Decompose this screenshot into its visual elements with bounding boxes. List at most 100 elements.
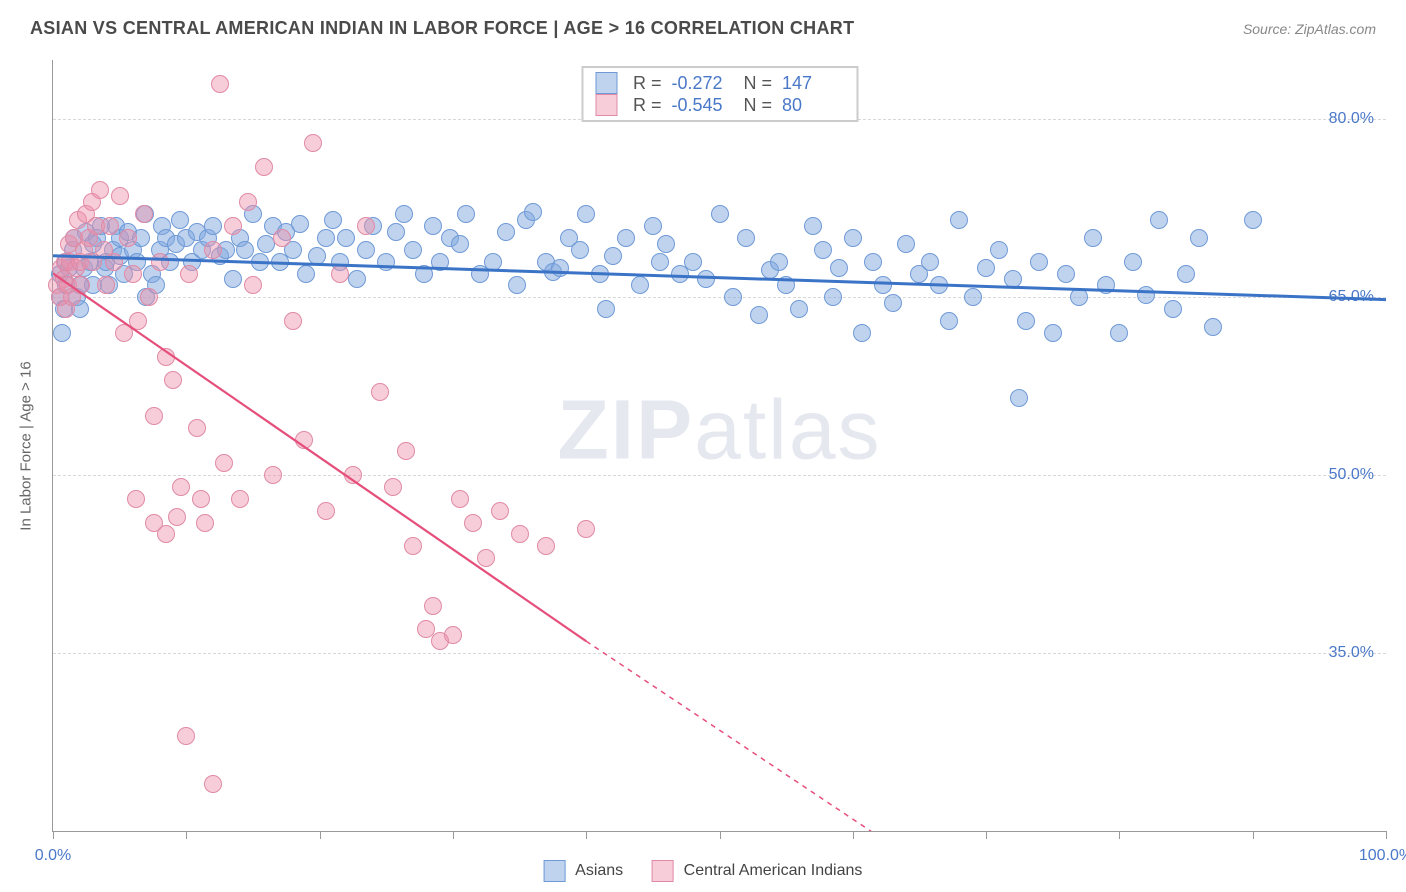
data-point-asians bbox=[297, 265, 315, 283]
data-point-central-american-indians bbox=[344, 466, 362, 484]
data-point-central-american-indians bbox=[404, 537, 422, 555]
data-point-central-american-indians bbox=[127, 490, 145, 508]
data-point-central-american-indians bbox=[151, 253, 169, 271]
data-point-central-american-indians bbox=[115, 324, 133, 342]
data-point-asians bbox=[524, 203, 542, 221]
x-tick bbox=[186, 831, 187, 839]
x-tick bbox=[53, 831, 54, 839]
data-point-central-american-indians bbox=[384, 478, 402, 496]
data-point-central-american-indians bbox=[196, 514, 214, 532]
data-point-central-american-indians bbox=[451, 490, 469, 508]
data-point-asians bbox=[251, 253, 269, 271]
data-point-central-american-indians bbox=[491, 502, 509, 520]
data-point-central-american-indians bbox=[304, 134, 322, 152]
data-point-asians bbox=[950, 211, 968, 229]
y-tick-label: 80.0% bbox=[1329, 110, 1374, 128]
data-point-central-american-indians bbox=[157, 348, 175, 366]
data-point-central-american-indians bbox=[464, 514, 482, 532]
data-point-central-american-indians bbox=[111, 187, 129, 205]
data-point-asians bbox=[1110, 324, 1128, 342]
data-point-asians bbox=[1017, 312, 1035, 330]
r-label-1: R = bbox=[633, 73, 662, 94]
data-point-asians bbox=[940, 312, 958, 330]
data-point-asians bbox=[684, 253, 702, 271]
data-point-asians bbox=[1044, 324, 1062, 342]
data-point-central-american-indians bbox=[264, 466, 282, 484]
x-tick bbox=[320, 831, 321, 839]
data-point-central-american-indians bbox=[177, 727, 195, 745]
n-value-1: 147 bbox=[782, 73, 844, 94]
data-point-central-american-indians bbox=[91, 181, 109, 199]
data-point-asians bbox=[844, 229, 862, 247]
swatch-cai bbox=[651, 860, 673, 882]
data-point-asians bbox=[53, 324, 71, 342]
data-point-asians bbox=[964, 288, 982, 306]
data-point-asians bbox=[357, 241, 375, 259]
data-point-asians bbox=[1097, 276, 1115, 294]
x-tick bbox=[453, 831, 454, 839]
stats-row-series1: R = -0.272 N = 147 bbox=[595, 72, 844, 94]
data-point-asians bbox=[990, 241, 1008, 259]
data-point-central-american-indians bbox=[331, 265, 349, 283]
data-point-central-american-indians bbox=[119, 229, 137, 247]
data-point-asians bbox=[737, 229, 755, 247]
x-tick bbox=[1119, 831, 1120, 839]
data-point-asians bbox=[1137, 286, 1155, 304]
data-point-asians bbox=[1030, 253, 1048, 271]
data-point-asians bbox=[577, 205, 595, 223]
data-point-asians bbox=[377, 253, 395, 271]
regression-lines bbox=[53, 60, 1386, 831]
data-point-asians bbox=[424, 217, 442, 235]
data-point-central-american-indians bbox=[244, 276, 262, 294]
swatch-series2 bbox=[595, 94, 617, 116]
data-point-asians bbox=[1010, 389, 1028, 407]
source-label: Source: ZipAtlas.com bbox=[1243, 21, 1376, 37]
data-point-asians bbox=[711, 205, 729, 223]
data-point-asians bbox=[804, 217, 822, 235]
data-point-central-american-indians bbox=[180, 265, 198, 283]
n-label-2: N = bbox=[744, 95, 773, 116]
data-point-asians bbox=[697, 270, 715, 288]
data-point-asians bbox=[431, 253, 449, 271]
scatter-chart: R = -0.272 N = 147 R = -0.545 N = 80 ZIP… bbox=[52, 60, 1386, 832]
data-point-asians bbox=[921, 253, 939, 271]
data-point-asians bbox=[324, 211, 342, 229]
data-point-asians bbox=[657, 235, 675, 253]
data-point-central-american-indians bbox=[231, 490, 249, 508]
data-point-asians bbox=[864, 253, 882, 271]
data-point-central-american-indians bbox=[129, 312, 147, 330]
data-point-asians bbox=[724, 288, 742, 306]
watermark: ZIPatlas bbox=[557, 382, 881, 479]
legend-label-cai: Central American Indians bbox=[684, 862, 863, 879]
stats-row-series2: R = -0.545 N = 80 bbox=[595, 94, 844, 116]
data-point-central-american-indians bbox=[357, 217, 375, 235]
n-label-1: N = bbox=[744, 73, 773, 94]
data-point-central-american-indians bbox=[577, 520, 595, 538]
data-point-asians bbox=[1070, 288, 1088, 306]
data-point-central-american-indians bbox=[204, 775, 222, 793]
legend-item-asians: Asians bbox=[544, 860, 624, 882]
data-point-asians bbox=[631, 276, 649, 294]
data-point-central-american-indians bbox=[72, 276, 90, 294]
data-point-asians bbox=[651, 253, 669, 271]
x-tick-label: 0.0% bbox=[35, 847, 71, 865]
data-point-central-american-indians bbox=[168, 508, 186, 526]
data-point-central-american-indians bbox=[140, 288, 158, 306]
data-point-asians bbox=[571, 241, 589, 259]
data-point-asians bbox=[404, 241, 422, 259]
data-point-central-american-indians bbox=[224, 217, 242, 235]
data-point-asians bbox=[348, 270, 366, 288]
data-point-central-american-indians bbox=[192, 490, 210, 508]
data-point-central-american-indians bbox=[273, 229, 291, 247]
data-point-central-american-indians bbox=[444, 626, 462, 644]
data-point-central-american-indians bbox=[145, 407, 163, 425]
data-point-asians bbox=[224, 270, 242, 288]
data-point-asians bbox=[777, 276, 795, 294]
y-tick-label: 65.0% bbox=[1329, 288, 1374, 306]
data-point-asians bbox=[508, 276, 526, 294]
r-value-2: -0.545 bbox=[672, 95, 734, 116]
data-point-asians bbox=[830, 259, 848, 277]
data-point-central-american-indians bbox=[145, 514, 163, 532]
data-point-asians bbox=[897, 235, 915, 253]
gridline bbox=[53, 297, 1386, 298]
